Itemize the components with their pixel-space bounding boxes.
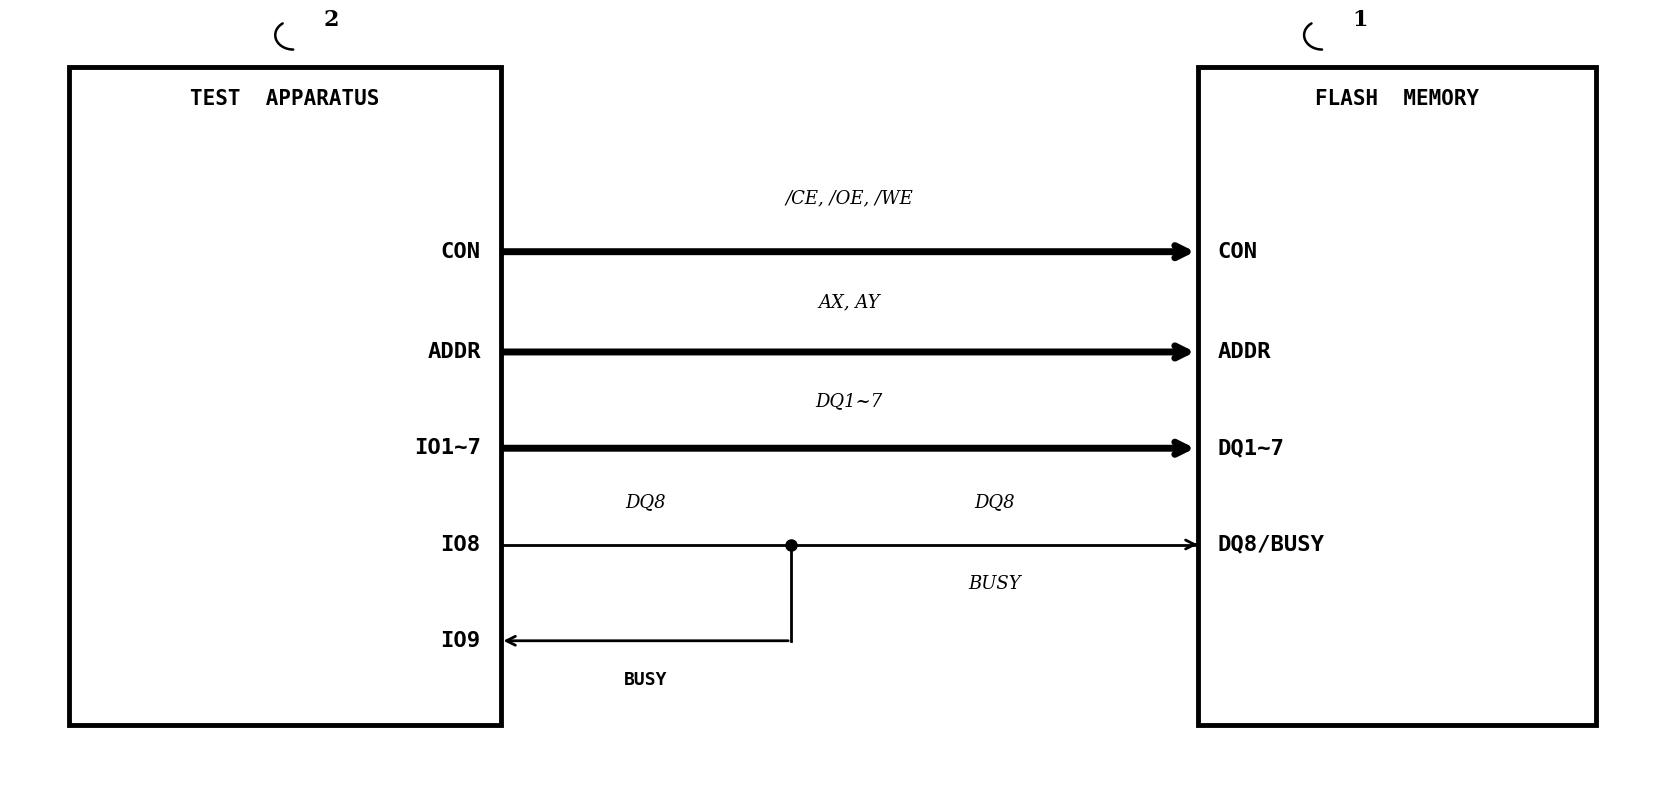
Text: AX, AY: AX, AY bbox=[817, 294, 879, 312]
Text: ADDR: ADDR bbox=[428, 342, 481, 362]
Text: CON: CON bbox=[441, 242, 481, 262]
Bar bbox=[1196, 67, 1594, 725]
Text: DQ8: DQ8 bbox=[973, 493, 1013, 511]
Text: ADDR: ADDR bbox=[1216, 342, 1270, 362]
Bar bbox=[70, 67, 501, 725]
Text: BUSY: BUSY bbox=[624, 671, 667, 689]
Text: DQ8/BUSY: DQ8/BUSY bbox=[1216, 535, 1323, 554]
Text: 2: 2 bbox=[323, 9, 338, 31]
Text: IO8: IO8 bbox=[441, 535, 481, 554]
Text: 1: 1 bbox=[1351, 9, 1366, 31]
Text: FLASH  MEMORY: FLASH MEMORY bbox=[1315, 89, 1478, 109]
Text: DQ1~7: DQ1~7 bbox=[815, 392, 882, 410]
Text: IO1~7: IO1~7 bbox=[414, 438, 481, 458]
Text: IO9: IO9 bbox=[441, 631, 481, 650]
Text: CON: CON bbox=[1216, 242, 1256, 262]
Text: DQ8: DQ8 bbox=[626, 493, 666, 511]
Text: BUSY: BUSY bbox=[967, 575, 1020, 593]
Text: DQ1~7: DQ1~7 bbox=[1216, 438, 1283, 458]
Text: TEST  APPARATUS: TEST APPARATUS bbox=[190, 89, 379, 109]
Text: /CE, /OE, /WE: /CE, /OE, /WE bbox=[785, 190, 912, 208]
